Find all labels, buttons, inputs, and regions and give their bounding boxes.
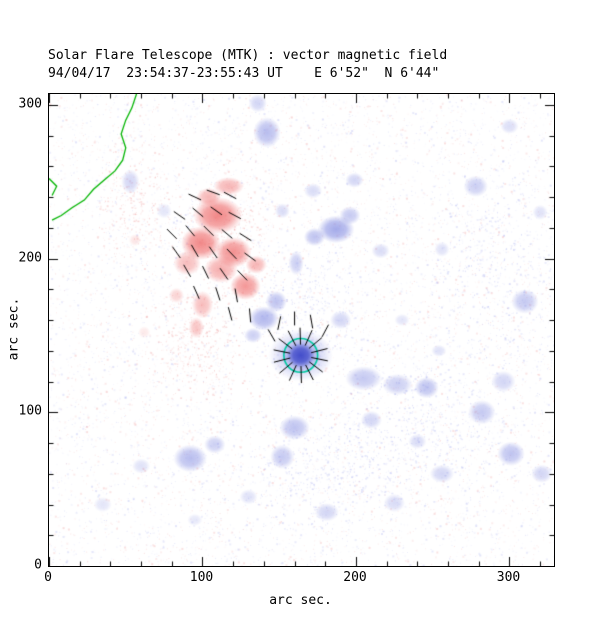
y-axis-title: arc sec.: [6, 297, 22, 361]
magnetogram-canvas: [49, 94, 554, 566]
x-tick-label: 100: [189, 570, 214, 585]
y-tick-label: 0: [34, 557, 42, 573]
x-tick-label: 200: [343, 570, 367, 585]
plot-title: Solar Flare Telescope (MTK) : vector mag…: [48, 48, 448, 63]
x-tick-label: 300: [496, 570, 521, 585]
y-tick-label: 200: [18, 250, 42, 265]
x-axis-title: arc sec.: [269, 593, 332, 608]
x-tick-label: 0: [44, 570, 52, 585]
y-tick-label: 100: [18, 403, 42, 419]
plot-frame: [48, 93, 555, 567]
y-tick-label: 300: [18, 96, 42, 112]
plot-subtitle: 94/04/17 23:54:37-23:55:43 UT E 6'52" N …: [48, 66, 440, 81]
